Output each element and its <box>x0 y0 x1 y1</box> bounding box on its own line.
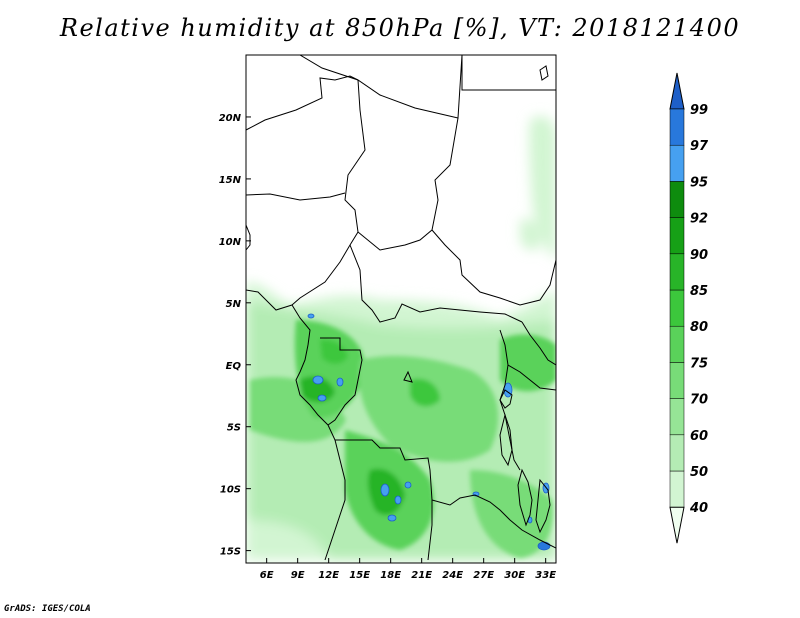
map-frame <box>245 54 557 564</box>
lon-tick-label: 24E <box>442 570 463 581</box>
lon-tick-label: 18E <box>380 570 401 581</box>
country-boundaries <box>246 55 556 561</box>
colorbar-segment <box>669 470 685 508</box>
colorbar-segment <box>669 144 685 182</box>
colorbar: 40 50 60 70 75 80 85 90 92 95 97 99 <box>669 72 709 544</box>
lon-tick-label: 6E <box>260 570 274 581</box>
colorbar-segment <box>669 362 685 399</box>
colorbar-segment <box>669 325 685 363</box>
lat-tick-label: 10N <box>219 237 242 248</box>
lon-tick-label: 15E <box>349 570 370 581</box>
lon-tick-label: 9E <box>291 570 305 581</box>
lat-tick-label: 5S <box>227 423 241 434</box>
colorbar-label: 90 <box>690 248 708 263</box>
lon-tick-label: 21E <box>411 570 432 581</box>
colorbar-min-arrow <box>669 506 685 544</box>
lon-tick-label: 30E <box>504 570 525 581</box>
lat-tick-label: 15N <box>219 175 242 186</box>
colorbar-label: 95 <box>690 175 708 190</box>
colorbar-label: 97 <box>690 139 709 154</box>
lon-tick-label: 27E <box>473 570 494 581</box>
longitude-axis: 6E 9E 12E 15E 18E 21E 24E 27E 30E 33E <box>260 558 556 581</box>
colorbar-label: 70 <box>690 393 708 408</box>
colorbar-segment <box>669 253 685 291</box>
humidity-field <box>246 116 556 560</box>
humidity-saturated <box>307 313 551 551</box>
colorbar-label: 60 <box>690 429 708 444</box>
lat-tick-label: 15S <box>220 547 241 558</box>
chart-title: Relative humidity at 850hPa [%], VT: 201… <box>59 14 741 42</box>
lon-tick-label: 33E <box>535 570 556 581</box>
colorbar-segment <box>669 289 685 327</box>
colorbar-segment <box>669 108 685 146</box>
colorbar-segment <box>669 434 685 472</box>
colorbar-label: 99 <box>690 103 708 118</box>
colorbar-segment <box>669 398 685 436</box>
lat-tick-label: 10S <box>220 485 241 496</box>
latitude-axis: 20N 15N 10N 5N EQ 5S 10S 15S <box>219 113 251 558</box>
colorbar-max-arrow <box>669 72 685 110</box>
lat-tick-label: 20N <box>219 113 242 124</box>
colorbar-label: 75 <box>690 356 708 371</box>
colorbar-label: 85 <box>690 284 708 299</box>
colorbar-label: 80 <box>690 320 708 335</box>
colorbar-label: 40 <box>689 501 708 516</box>
lon-tick-label: 12E <box>318 570 339 581</box>
lat-tick-label: 5N <box>226 299 242 310</box>
lat-tick-label: EQ <box>226 361 242 372</box>
colorbar-label: 50 <box>690 465 708 480</box>
colorbar-segment <box>669 217 685 255</box>
colorbar-label: 92 <box>690 212 708 227</box>
grads-credit: GrADS: IGES/COLA <box>4 604 91 614</box>
colorbar-segment <box>669 181 685 218</box>
